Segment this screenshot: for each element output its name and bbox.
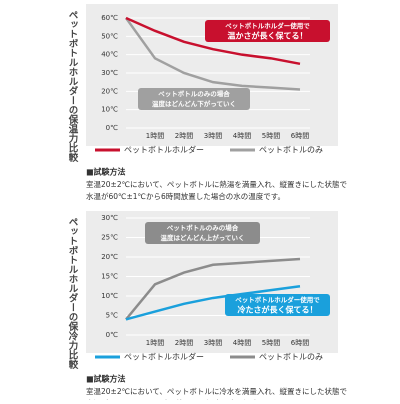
- x-tick-label: 5時間: [262, 132, 280, 140]
- annotation-text: 温かさが長く保てる！: [228, 31, 308, 41]
- note-heading: ■試験方法: [86, 374, 126, 384]
- note-text: 室温20±2℃において、ペットボトルに冷水を満量入れ、縦置きにした状態で: [86, 386, 347, 396]
- y-tick-label: 30℃: [101, 214, 118, 222]
- data-line: [125, 16, 301, 66]
- legend-label: ペットボトルホルダー: [124, 145, 204, 155]
- annotation-text: ペットボトルホルダー使用で: [235, 295, 320, 304]
- y-tick-label: 10℃: [101, 292, 118, 300]
- data-line: [125, 285, 301, 321]
- x-tick-label: 3時間: [204, 339, 222, 347]
- note-text: 室温20±2℃において、ペットボトルに熱湯を満量入れ、縦置きにした状態で: [86, 179, 347, 189]
- chart-title: ペットボトルホルダーの保冷力比較: [67, 217, 80, 370]
- y-tick-label: 50℃: [101, 32, 118, 40]
- x-tick-label: 4時間: [233, 339, 251, 347]
- note-heading: ■試験方法: [86, 167, 126, 177]
- y-tick-label: 20℃: [101, 253, 118, 261]
- legend-label: ペットボトルのみ: [259, 353, 323, 362]
- chart-title: ペットボトルホルダーの保温力比較: [67, 10, 80, 163]
- x-tick-label: 2時間: [175, 339, 193, 347]
- annotation-box: [225, 294, 330, 316]
- annotation-text: ペットボトルのみの場合: [158, 89, 230, 98]
- annotation-text: 冷たさが長く保てる！: [238, 305, 318, 315]
- y-tick-label: 15℃: [101, 273, 118, 281]
- y-tick-label: 30℃: [101, 69, 118, 77]
- x-tick-label: 1時間: [146, 132, 164, 140]
- x-tick-label: 1時間: [146, 339, 164, 347]
- x-tick-label: 4時間: [233, 132, 251, 140]
- x-tick-label: 5時間: [262, 339, 280, 347]
- annotation-text: 温度はどんどん下がっていく: [152, 99, 236, 108]
- annotation-text: ペットボトルのみの場合: [167, 223, 239, 232]
- x-tick-label: 3時間: [204, 132, 222, 140]
- y-tick-label: 5℃: [106, 312, 118, 320]
- annotation-box: [205, 20, 330, 42]
- x-tick-label: 2時間: [175, 132, 193, 140]
- y-tick-label: 25℃: [101, 234, 118, 242]
- x-tick-label: 6時間: [291, 132, 309, 140]
- legend-label: ペットボトルのみ: [259, 146, 323, 155]
- note-text: 水温が60℃±1℃から6時間放置した場合の水の温度です。: [86, 191, 285, 201]
- legend-label: ペットボトルホルダー: [124, 352, 204, 362]
- annotation-box: [138, 88, 250, 110]
- annotation-text: 温度はどんどん上がっていく: [161, 233, 245, 242]
- data-line: [124, 17, 301, 91]
- y-tick-label: 20℃: [101, 87, 118, 95]
- x-tick-label: 6時間: [291, 339, 309, 347]
- y-tick-label: 0℃: [106, 331, 118, 339]
- y-tick-label: 10℃: [101, 106, 118, 114]
- annotation-box: [145, 222, 260, 244]
- y-tick-label: 60℃: [101, 14, 118, 22]
- y-tick-label: 0℃: [106, 124, 118, 132]
- y-tick-label: 40℃: [101, 51, 118, 59]
- annotation-text: ペットボトルホルダー使用で: [225, 21, 310, 30]
- data-line: [125, 257, 301, 321]
